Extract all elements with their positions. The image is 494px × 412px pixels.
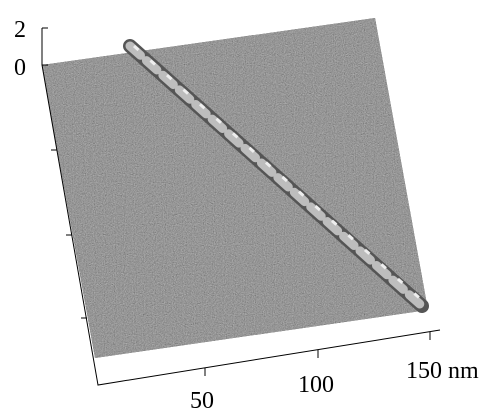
z-tick-label: 2 — [14, 17, 26, 43]
axes — [41, 27, 441, 386]
tick-marks — [42, 27, 431, 376]
x-tick-label: 150 nm — [406, 358, 479, 384]
axis-line — [41, 28, 441, 386]
x-tick-label: 50 — [190, 388, 214, 412]
z-tick-label: 0 — [14, 55, 26, 81]
x-tick-label: 100 — [298, 372, 334, 398]
fiber — [123, 39, 429, 313]
